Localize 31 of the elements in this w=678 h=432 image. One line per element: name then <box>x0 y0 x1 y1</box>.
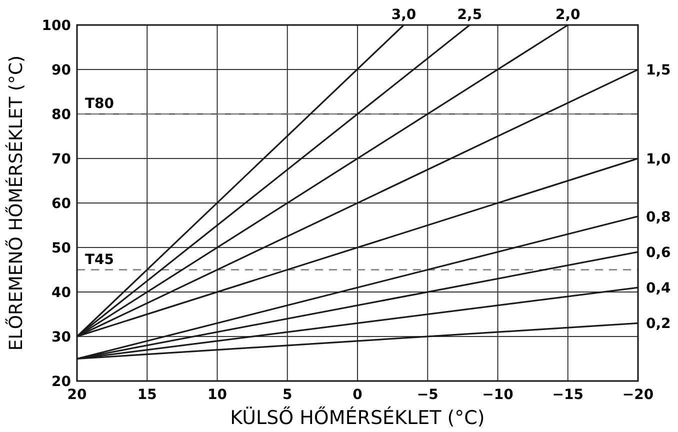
y-tick-label: 40 <box>52 285 72 301</box>
ref-line-label: T80 <box>85 96 114 112</box>
y-axis-title: ELŐREMENŐ HŐMÉRSÉKLET (°C) <box>5 55 27 351</box>
y-tick-label: 20 <box>52 374 72 390</box>
y-tick-label: 80 <box>52 107 72 123</box>
x-tick-label: 0 <box>352 387 363 403</box>
y-tick-label: 60 <box>52 196 72 212</box>
x-tick-label: −15 <box>552 387 584 403</box>
x-tick-label: 20 <box>67 387 87 403</box>
y-tick-label: 100 <box>42 18 72 34</box>
series-label: 1,5 <box>646 62 671 78</box>
x-axis-title: KÜLSŐ HŐMÉRSÉKLET (°C) <box>230 406 485 429</box>
x-tick-label: −5 <box>416 387 438 403</box>
x-tick-label: 5 <box>282 387 292 403</box>
series-label: 1,0 <box>646 152 672 168</box>
series-label: 3,0 <box>391 7 416 23</box>
x-tick-label: 15 <box>137 387 157 403</box>
series-label: 0,4 <box>646 280 672 297</box>
ref-line-label: T45 <box>85 252 114 268</box>
series-label: 0,8 <box>646 209 671 226</box>
series-label: 0,2 <box>646 316 671 332</box>
series-label: 2,0 <box>555 7 581 23</box>
y-tick-label: 70 <box>52 152 72 168</box>
series-label: 0,6 <box>646 244 671 261</box>
series-label: 2,5 <box>457 7 482 23</box>
y-tick-label: 50 <box>52 240 72 256</box>
y-tick-label: 90 <box>52 62 72 78</box>
y-tick-label: 30 <box>52 330 72 346</box>
x-tick-label: 10 <box>208 387 228 403</box>
x-tick-label: −20 <box>622 387 654 403</box>
x-tick-label: −10 <box>482 387 514 403</box>
